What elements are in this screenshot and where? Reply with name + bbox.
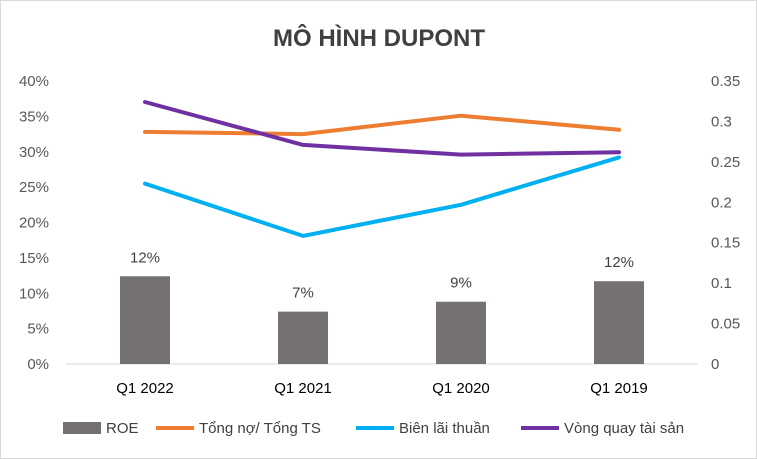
legend-item-bien-lai-thuan: Biên lãi thuần — [356, 420, 490, 437]
tong-no-tong-ts-line — [143, 113, 621, 137]
roe-bars — [120, 276, 644, 364]
legend-label: Vòng quay tài sản — [564, 420, 684, 437]
right-tick-label: 0.1 — [711, 275, 732, 292]
left-tick-label: 10% — [19, 285, 49, 302]
right-tick-label: 0.25 — [711, 154, 740, 171]
series-lines — [143, 100, 621, 238]
roe-bar — [278, 311, 328, 364]
roe-bar — [436, 301, 486, 364]
roe-bar — [120, 276, 170, 364]
legend-item-tong-no-tong-ts: Tổng nợ/ Tổng TS — [156, 420, 321, 437]
right-axis-ticks: 0.35 0.3 0.25 0.2 0.15 0.1 0.05 0 — [711, 73, 740, 373]
left-tick-label: 25% — [19, 179, 49, 196]
legend-swatch — [63, 422, 101, 434]
legend-item-vong-quay-tai-san: Vòng quay tài sản — [521, 420, 684, 437]
category-label: Q1 2021 — [274, 380, 332, 397]
left-axis-ticks: 40% 35% 30% 25% 20% 15% 10% 5% 0% — [19, 73, 49, 373]
bien-lai-thuan-line — [143, 155, 621, 238]
legend-label: Tổng nợ/ Tổng TS — [199, 420, 321, 437]
right-tick-label: 0.3 — [711, 113, 732, 130]
left-tick-label: 15% — [19, 250, 49, 267]
chart-title: MÔ HÌNH DUPONT — [273, 24, 485, 52]
legend-label: ROE — [106, 420, 139, 437]
category-label: Q1 2019 — [590, 380, 648, 397]
left-tick-label: 40% — [19, 73, 49, 90]
right-tick-label: 0.35 — [711, 73, 740, 90]
roe-data-label: 9% — [450, 275, 472, 292]
vong-quay-tai-san-line — [143, 100, 621, 157]
legend-item-roe: ROE — [63, 420, 139, 437]
left-tick-label: 0% — [27, 356, 49, 373]
roe-data-labels: 12% 7% 9% 12% — [130, 249, 634, 301]
right-tick-label: 0.2 — [711, 194, 732, 211]
left-tick-label: 20% — [19, 215, 49, 232]
legend-label: Biên lãi thuần — [399, 420, 490, 437]
category-label: Q1 2020 — [432, 380, 490, 397]
left-tick-label: 30% — [19, 144, 49, 161]
right-tick-label: 0 — [711, 356, 719, 373]
left-tick-label: 35% — [19, 108, 49, 125]
category-labels: Q1 2022 Q1 2021 Q1 2020 Q1 2019 — [116, 380, 648, 397]
roe-data-label: 7% — [292, 285, 314, 302]
roe-data-label: 12% — [130, 249, 160, 266]
roe-bar — [594, 281, 644, 364]
legend: ROE Tổng nợ/ Tổng TS Biên lãi thuần Vòng qu… — [63, 420, 684, 437]
roe-data-label: 12% — [604, 254, 634, 271]
right-tick-label: 0.15 — [711, 235, 740, 252]
right-tick-label: 0.05 — [711, 316, 740, 333]
category-label: Q1 2022 — [116, 380, 174, 397]
left-tick-label: 5% — [27, 321, 49, 338]
